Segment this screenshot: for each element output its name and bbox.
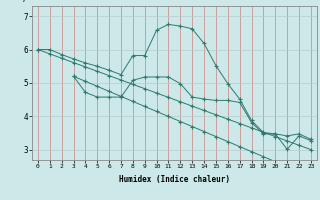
Text: 7: 7	[22, 0, 26, 4]
X-axis label: Humidex (Indice chaleur): Humidex (Indice chaleur)	[119, 175, 230, 184]
